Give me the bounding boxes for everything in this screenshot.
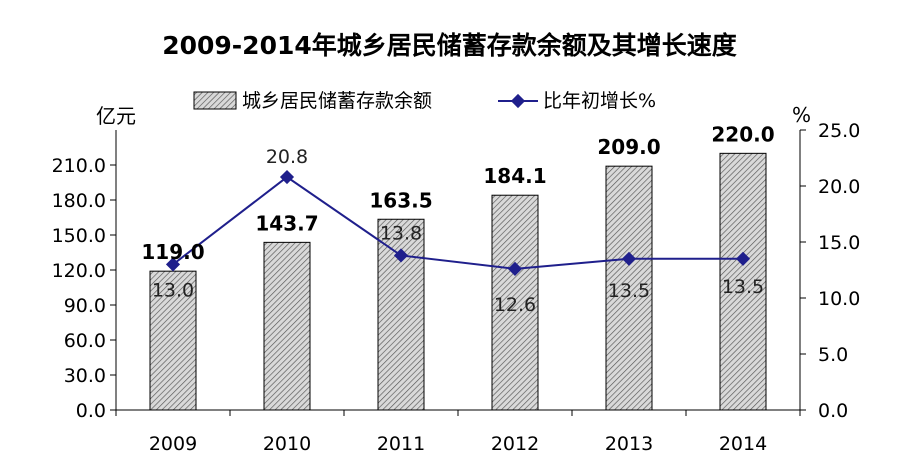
bar-value-label: 163.5 [369, 188, 432, 212]
growth-value-label: 13.0 [152, 279, 194, 301]
left-axis-unit: 亿元 [96, 104, 136, 128]
x-tick-label: 2014 [719, 433, 767, 455]
legend-bar-label: 城乡居民储蓄存款余额 [242, 90, 432, 112]
bar [491, 194, 539, 411]
bar [149, 270, 197, 411]
growth-point [393, 248, 409, 263]
bar-value-label: 184.1 [483, 164, 546, 188]
legend-line-label: 比年初增长% [543, 90, 656, 112]
left-tick-label: 210.0 [52, 155, 106, 177]
x-tick-label: 2013 [605, 433, 653, 455]
bar [377, 218, 425, 411]
growth-value-label: 12.6 [494, 294, 536, 316]
left-tick-label: 150.0 [52, 225, 106, 247]
growth-value-label: 20.8 [266, 146, 308, 168]
growth-point [279, 169, 295, 185]
bars [149, 152, 767, 411]
growth-point [735, 251, 751, 266]
chart-title: 2009-2014年城乡居民储蓄存款余额及其增长速度 [162, 31, 737, 60]
left-tick-label: 180.0 [52, 190, 106, 212]
right-tick-label: 0.0 [818, 400, 848, 422]
left-tick-label: 0.0 [76, 400, 106, 422]
growth-point [621, 251, 637, 266]
data-labels: 119.0 143.7 163.5 184.1 209.0 220.0 13.0 20.8 13… [141, 122, 774, 316]
right-tick-label: 25.0 [818, 120, 860, 142]
right-tick-label: 5.0 [818, 344, 848, 366]
x-tick-label: 2010 [263, 433, 311, 455]
left-tick-label: 60.0 [64, 330, 106, 352]
right-tick-label: 20.0 [818, 176, 860, 198]
legend-bar-swatch [193, 91, 237, 110]
left-tick-label: 30.0 [64, 365, 106, 387]
x-tick-label: 2011 [377, 433, 425, 455]
legend: 城乡居民储蓄存款余额 比年初增长% [193, 90, 656, 112]
bar [263, 241, 311, 411]
growth-point [507, 261, 523, 276]
bar-value-label: 119.0 [141, 240, 204, 264]
line-series [165, 169, 751, 276]
bar-value-label: 143.7 [255, 211, 318, 235]
bar-value-label: 220.0 [711, 122, 774, 146]
bar-value-label: 209.0 [597, 135, 660, 159]
x-tick-label: 2009 [149, 433, 197, 455]
growth-value-label: 13.5 [608, 280, 650, 302]
right-tick-label: 10.0 [818, 288, 860, 310]
left-tick-label: 90.0 [64, 295, 106, 317]
x-tick-label: 2012 [491, 433, 539, 455]
growth-value-label: 13.8 [380, 222, 422, 244]
right-tick-label: 15.0 [818, 232, 860, 254]
left-tick-label: 120.0 [52, 260, 106, 282]
right-axis-unit: % [792, 103, 811, 127]
growth-value-label: 13.5 [722, 276, 764, 298]
axes: 0.0 30.0 60.0 90.0 120.0 150.0 180.0 210.0 0.0 5.… [52, 103, 861, 455]
bar [605, 165, 653, 411]
legend-line-marker [510, 93, 526, 109]
growth-point [165, 257, 181, 272]
growth-line [172, 175, 743, 270]
bar [719, 152, 767, 411]
